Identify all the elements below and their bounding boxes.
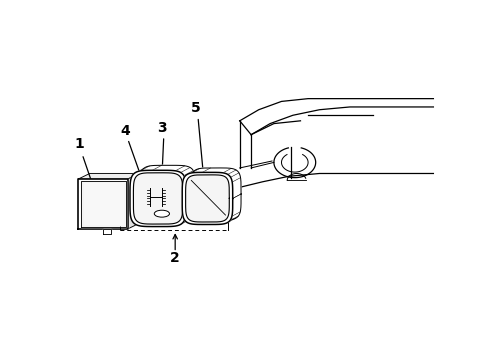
Text: 3: 3: [157, 121, 167, 135]
Polygon shape: [140, 165, 196, 221]
Polygon shape: [103, 229, 111, 234]
Text: 4: 4: [120, 123, 130, 138]
Polygon shape: [90, 174, 139, 223]
Text: 1: 1: [74, 138, 84, 151]
Polygon shape: [186, 175, 229, 222]
Polygon shape: [128, 174, 139, 229]
Polygon shape: [78, 174, 139, 179]
Polygon shape: [81, 181, 126, 227]
Polygon shape: [133, 173, 183, 224]
Polygon shape: [84, 184, 123, 225]
Polygon shape: [78, 179, 128, 229]
Text: 2: 2: [171, 251, 180, 265]
Polygon shape: [191, 168, 241, 220]
Ellipse shape: [154, 210, 170, 217]
Polygon shape: [182, 172, 233, 225]
Text: 5: 5: [191, 102, 201, 115]
Polygon shape: [130, 170, 186, 226]
